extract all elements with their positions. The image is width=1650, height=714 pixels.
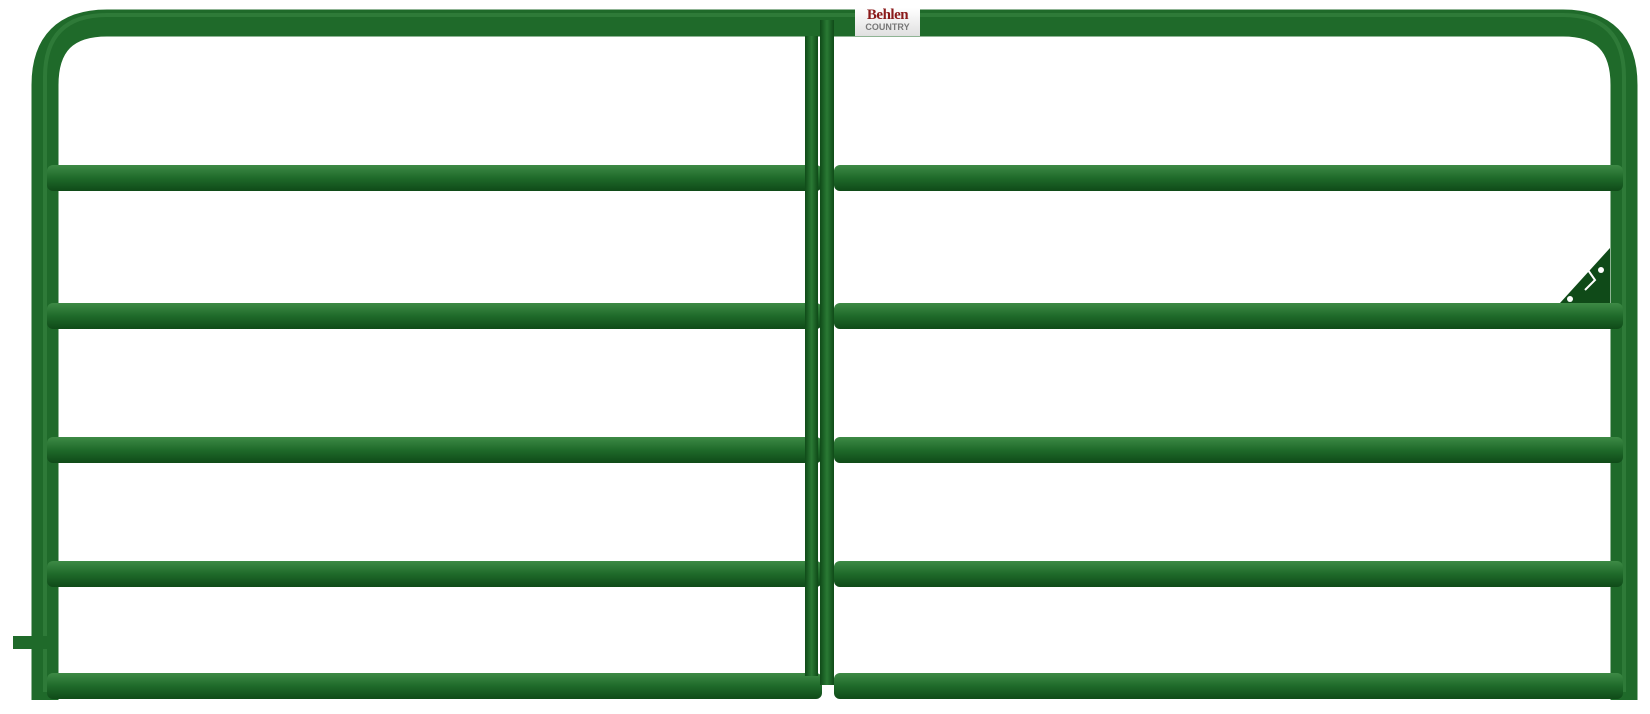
center-brace-left: [805, 36, 818, 676]
rail-1-left: [47, 165, 822, 191]
rail-5-right: [834, 673, 1623, 699]
rail-1-right: [834, 165, 1623, 191]
hinge-bracket: [1560, 248, 1610, 303]
rail-4-right: [834, 561, 1623, 587]
rail-5-left: [47, 673, 822, 699]
center-brace-right: [820, 20, 834, 685]
rail-4-left: [47, 561, 822, 587]
brand-line: COUNTRY: [865, 22, 910, 32]
rail-2-left: [47, 303, 822, 329]
latch: [13, 636, 47, 649]
brand-logo: Behlen COUNTRY: [855, 8, 920, 36]
rail-2-right: [834, 303, 1623, 329]
gate-frame: [31, 9, 1638, 700]
rail-3-left: [47, 437, 822, 463]
brand-name: Behlen: [866, 7, 909, 23]
rail-3-right: [834, 437, 1623, 463]
